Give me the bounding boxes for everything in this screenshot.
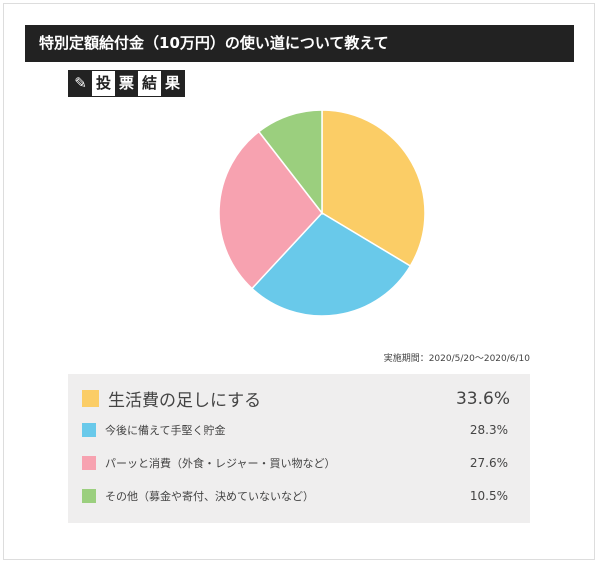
legend: 生活費の足しにする 33.6% 今後に備えて手堅く貯金 28.3% パーッと消費（外… [68, 374, 530, 523]
pie-slice [250, 212, 412, 317]
pie-slice [321, 109, 426, 268]
badge-char: 票 [115, 71, 138, 96]
pie-slice [257, 109, 323, 216]
legend-value: 10.5% [469, 489, 508, 503]
page-title: 特別定額給付金（10万円）の使い道について教えて [25, 25, 574, 62]
legend-swatch [82, 390, 99, 407]
survey-period: 実施期間：2020/5/20〜2020/6/10 [383, 354, 530, 364]
legend-item: パーッと消費（外食・レジャー・買い物など） 27.6% [82, 455, 508, 471]
legend-label: 生活費の足しにする [108, 391, 262, 411]
legend-swatch [82, 489, 96, 503]
card-frame [3, 3, 595, 560]
badge-char: 結 [138, 71, 161, 96]
legend-value: 27.6% [469, 456, 508, 470]
legend-label: その他（募金や寄付、決めていないなど） [105, 490, 314, 503]
legend-item: 今後に備えて手堅く貯金 28.3% [82, 422, 508, 438]
legend-label: パーッと消費（外食・レジャー・買い物など） [105, 457, 336, 470]
vote-result-badge: ✎ 投 票 結 果 [68, 70, 185, 97]
legend-label: 今後に備えて手堅く貯金 [105, 424, 226, 437]
legend-value: 33.6% [455, 388, 510, 409]
pie-chart [218, 109, 426, 317]
legend-swatch [82, 423, 96, 437]
pencil-icon: ✎ [69, 71, 92, 96]
legend-item: 生活費の足しにする 33.6% [82, 386, 510, 411]
legend-swatch [82, 456, 96, 470]
badge-char: 投 [92, 71, 115, 96]
badge-char: 果 [161, 71, 184, 96]
legend-item: その他（募金や寄付、決めていないなど） 10.5% [82, 488, 508, 504]
legend-value: 28.3% [469, 423, 508, 437]
pie-slice [218, 130, 323, 290]
